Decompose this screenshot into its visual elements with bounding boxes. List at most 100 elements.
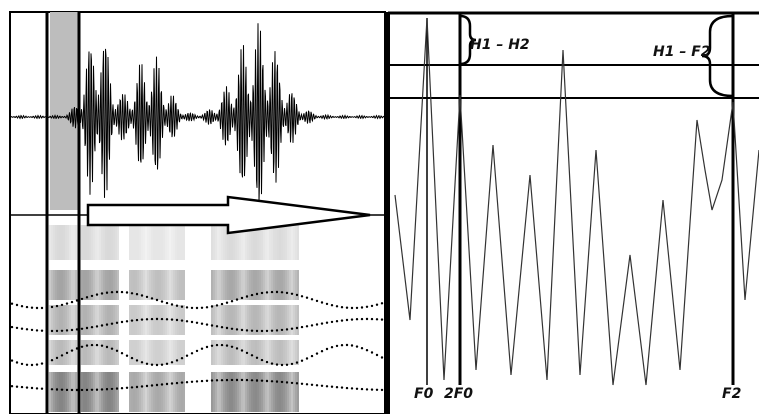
- formant-dot: [21, 305, 23, 307]
- formant-dot: [236, 379, 238, 381]
- formant-dot: [336, 345, 338, 347]
- formant-dot: [141, 361, 143, 363]
- formant-dot: [136, 359, 138, 361]
- formant-dot: [186, 355, 188, 357]
- formant-dot: [276, 363, 278, 365]
- formant-dot: [36, 387, 38, 389]
- formant-dot: [56, 330, 58, 332]
- formant-dot: [221, 344, 223, 346]
- formant-dot: [341, 319, 343, 321]
- formant-dot: [56, 357, 58, 359]
- formant-dot: [106, 388, 108, 390]
- formant-dot: [271, 380, 273, 382]
- formant-dot: [266, 330, 268, 332]
- formant-dot: [121, 291, 123, 293]
- formant-dot: [31, 307, 33, 309]
- formant-dot: [66, 329, 68, 331]
- formant-dot: [51, 388, 53, 390]
- formant-dot: [121, 321, 123, 323]
- formant-dot: [291, 363, 293, 365]
- formant-dot: [381, 302, 383, 304]
- formant-dot: [281, 329, 283, 331]
- formant-dot: [301, 383, 303, 385]
- formant-dot: [361, 306, 363, 308]
- formant-dot: [101, 388, 103, 390]
- formant-dot: [351, 318, 353, 320]
- formant-dot: [276, 380, 278, 382]
- formant-dot: [161, 300, 163, 302]
- formant-dot: [151, 297, 153, 299]
- formant-dot: [251, 354, 253, 356]
- formant-dot: [151, 384, 153, 386]
- formant-dot: [131, 357, 133, 359]
- formant-dot: [246, 295, 248, 297]
- formant-dot: [206, 346, 208, 348]
- formant-dot: [196, 350, 198, 352]
- formant-dot: [181, 306, 183, 308]
- formant-dot: [26, 386, 28, 388]
- formant-dot: [181, 319, 183, 321]
- formant-dot: [81, 346, 83, 348]
- formant-dot: [346, 307, 348, 309]
- formant-dot: [136, 386, 138, 388]
- formant-dot: [261, 292, 263, 294]
- formant-dot: [226, 302, 228, 304]
- formant-dot: [306, 297, 308, 299]
- formant-dot: [301, 360, 303, 362]
- formant-dot: [311, 324, 313, 326]
- formant-dot: [231, 379, 233, 381]
- formant-dot: [11, 385, 13, 387]
- formant-dot: [51, 330, 53, 332]
- formant-dot: [146, 363, 148, 365]
- formant-dot: [246, 379, 248, 381]
- formant-dot: [91, 344, 93, 346]
- label-f2: F2: [722, 386, 741, 402]
- formant-dot: [21, 386, 23, 388]
- formant-dot: [256, 293, 258, 295]
- formant-dot: [126, 387, 128, 389]
- formant-dot: [216, 325, 218, 327]
- formant-dot: [51, 306, 53, 308]
- formant-dot: [331, 321, 333, 323]
- formant-dot: [141, 385, 143, 387]
- formant-dot: [186, 381, 188, 383]
- formant-dot: [321, 322, 323, 324]
- formant-dot: [206, 323, 208, 325]
- formant-dot: [61, 354, 63, 356]
- formant-dot: [176, 382, 178, 384]
- formant-dot: [306, 325, 308, 327]
- formant-dot: [296, 361, 298, 363]
- formant-dot: [381, 318, 383, 320]
- formant-dot: [376, 354, 378, 356]
- formant-dot: [131, 292, 133, 294]
- formant-dot: [191, 352, 193, 354]
- formant-dot: [306, 383, 308, 385]
- formant-dot: [21, 363, 23, 365]
- formant-dot: [366, 388, 368, 390]
- formant-dot: [216, 344, 218, 346]
- formant-dot: [266, 291, 268, 293]
- formant-dot: [321, 301, 323, 303]
- formant-dot: [261, 330, 263, 332]
- formant-dot: [196, 307, 198, 309]
- formant-dot: [71, 301, 73, 303]
- formant-dot: [186, 306, 188, 308]
- formant-dot: [371, 351, 373, 353]
- formant-dot: [341, 386, 343, 388]
- formant-dot: [151, 364, 153, 366]
- formant-dot: [86, 296, 88, 298]
- formant-dot: [316, 352, 318, 354]
- formant-dot: [361, 318, 363, 320]
- formant-dot: [266, 380, 268, 382]
- formant-dot: [86, 344, 88, 346]
- formant-dot: [16, 361, 18, 363]
- formant-dot: [336, 305, 338, 307]
- formant-dot: [366, 349, 368, 351]
- formant-dot: [111, 388, 113, 390]
- formant-dot: [221, 379, 223, 381]
- formant-dot: [186, 320, 188, 322]
- label-h1-h2: H1 – H2: [470, 37, 530, 53]
- formant-dot: [261, 359, 263, 361]
- formant-dot: [286, 364, 288, 366]
- formant-dot: [256, 379, 258, 381]
